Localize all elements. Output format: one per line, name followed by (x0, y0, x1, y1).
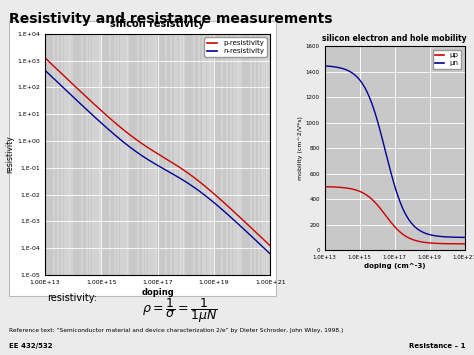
Text: resistivity:: resistivity: (47, 293, 97, 303)
X-axis label: doping: doping (141, 288, 174, 297)
Legend: p-resistivity, n-resistivity: p-resistivity, n-resistivity (204, 37, 267, 57)
Y-axis label: resistivity: resistivity (6, 136, 15, 173)
Text: EE 432/532: EE 432/532 (9, 343, 52, 349)
Text: Resistivity and resistance measurements: Resistivity and resistance measurements (9, 12, 332, 26)
Text: $\rho = \dfrac{1}{\sigma} = \dfrac{1}{1\mu N}$: $\rho = \dfrac{1}{\sigma} = \dfrac{1}{1\… (142, 296, 218, 325)
Title: silicon resistivity: silicon resistivity (110, 19, 205, 29)
Title: silicon electron and hole mobility: silicon electron and hole mobility (322, 34, 467, 43)
Text: Reference text: “Semiconductor material and device characterization 2/e” by Diet: Reference text: “Semiconductor material … (9, 328, 343, 333)
X-axis label: doping (cm^-3): doping (cm^-3) (364, 263, 425, 269)
Legend: μp, μn: μp, μn (433, 50, 461, 69)
Text: Resistance – 1: Resistance – 1 (409, 343, 465, 349)
Y-axis label: mobility (cm^2/V*s): mobility (cm^2/V*s) (298, 116, 303, 180)
